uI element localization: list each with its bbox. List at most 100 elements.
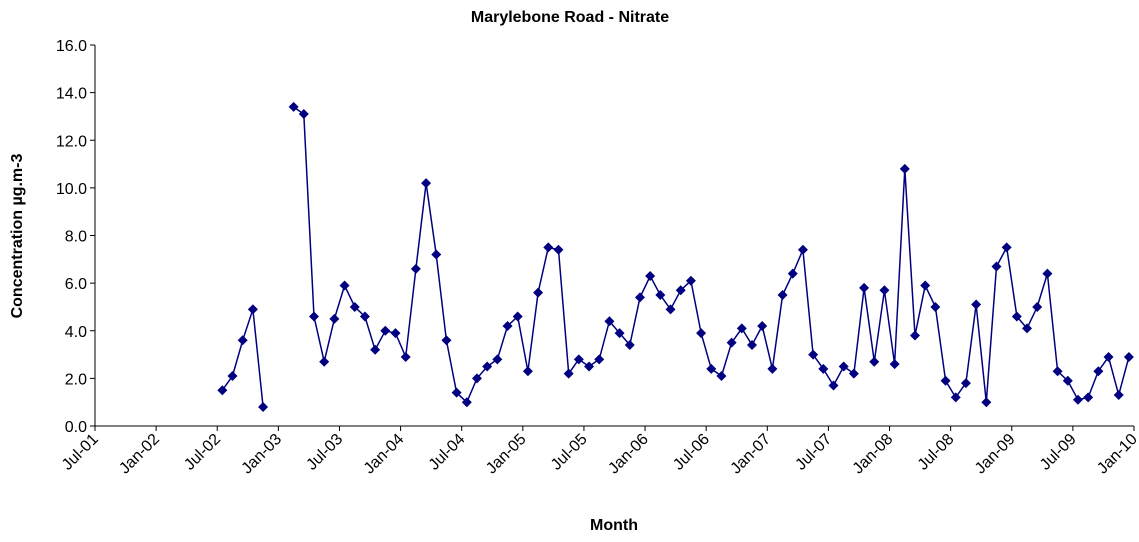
data-point: [461, 397, 472, 408]
data-point: [960, 378, 971, 389]
y-tick-label: 6.0: [65, 276, 87, 293]
data-point: [1113, 390, 1124, 401]
data-point: [706, 363, 717, 374]
data-point: [441, 335, 452, 346]
data-point: [899, 163, 910, 174]
y-tick-label: 0.0: [65, 419, 87, 436]
data-point: [777, 290, 788, 301]
data-point: [512, 311, 523, 322]
data-point: [553, 244, 564, 255]
x-tick-label: Jan-02: [116, 431, 163, 478]
data-point: [736, 323, 747, 334]
data-point: [808, 349, 819, 360]
y-tick-label: 12.0: [56, 133, 87, 150]
x-tick-label: Jul-09: [1037, 431, 1080, 474]
x-tick-label: Jul-03: [303, 431, 346, 474]
x-tick-label: Jul-08: [915, 431, 958, 474]
data-point: [339, 280, 350, 291]
data-point: [451, 387, 462, 398]
data-point: [614, 328, 625, 339]
x-tick-label: Jul-06: [670, 431, 713, 474]
y-tick-label: 8.0: [65, 229, 87, 246]
data-point: [828, 380, 839, 391]
x-tick-label: Jan-05: [483, 431, 530, 478]
data-point: [634, 292, 645, 303]
data-point: [848, 368, 859, 379]
x-tick-label: Jul-02: [181, 431, 224, 474]
data-point: [533, 287, 544, 298]
data-point: [217, 385, 228, 396]
data-point: [298, 109, 309, 120]
data-point: [482, 361, 493, 372]
series-line: [221, 106, 1130, 407]
data-point: [869, 356, 880, 367]
data-point: [747, 340, 758, 351]
x-tick-label: Jul-01: [59, 431, 102, 474]
data-point: [950, 392, 961, 403]
data-point: [594, 354, 605, 365]
data-point: [309, 311, 320, 322]
data-point: [349, 301, 360, 312]
data-point: [1062, 375, 1073, 386]
data-point: [1093, 366, 1104, 377]
data-point: [502, 320, 513, 331]
data-point: [1042, 268, 1053, 279]
data-point: [1072, 394, 1083, 405]
data-point: [859, 282, 870, 293]
data-point: [380, 325, 391, 336]
data-point: [584, 361, 595, 372]
data-point: [258, 401, 269, 412]
data-point: [787, 268, 798, 279]
data-point: [1011, 311, 1022, 322]
x-tick-label: Jan-08: [850, 431, 897, 478]
x-tick-label: Jan-04: [361, 431, 408, 478]
data-point: [940, 375, 951, 386]
y-tick-label: 14.0: [56, 86, 87, 103]
data-point: [319, 356, 330, 367]
data-point: [696, 328, 707, 339]
y-tick-label: 16.0: [56, 38, 87, 55]
data-point: [431, 249, 442, 260]
y-tick-label: 2.0: [65, 371, 87, 388]
data-point: [981, 397, 992, 408]
y-axis-label: Concentration µg.m-3: [9, 154, 26, 319]
data-point: [492, 354, 503, 365]
data-point: [818, 363, 829, 374]
data-point: [1103, 351, 1114, 362]
data-point: [665, 304, 676, 315]
x-tick-label: Jul-05: [548, 431, 591, 474]
data-point: [655, 290, 666, 301]
data-point: [563, 368, 574, 379]
data-point: [604, 316, 615, 327]
data-point: [889, 359, 900, 370]
data-point: [1001, 242, 1012, 253]
data-point: [421, 178, 432, 189]
data-point: [410, 263, 421, 274]
data-point: [247, 304, 258, 315]
x-tick-label: Jan-10: [1094, 431, 1139, 478]
data-point: [879, 285, 890, 296]
data-point: [757, 320, 768, 331]
x-tick-label: Jan-09: [972, 431, 1019, 478]
data-point: [726, 337, 737, 348]
data-point: [930, 301, 941, 312]
data-point: [1032, 301, 1043, 312]
data-point: [1022, 323, 1033, 334]
data-point: [329, 313, 340, 324]
data-point: [390, 328, 401, 339]
x-tick-label: Jan-03: [239, 431, 286, 478]
data-point: [1083, 392, 1094, 403]
data-point: [237, 335, 248, 346]
data-point: [227, 370, 238, 381]
y-tick-label: 10.0: [56, 181, 87, 198]
data-point: [675, 285, 686, 296]
data-point: [991, 261, 1002, 272]
data-point: [716, 370, 727, 381]
x-tick-label: Jan-06: [605, 431, 652, 478]
data-point: [685, 275, 696, 286]
data-point: [1052, 366, 1063, 377]
data-point: [1123, 351, 1134, 362]
x-tick-label: Jul-04: [426, 431, 469, 474]
